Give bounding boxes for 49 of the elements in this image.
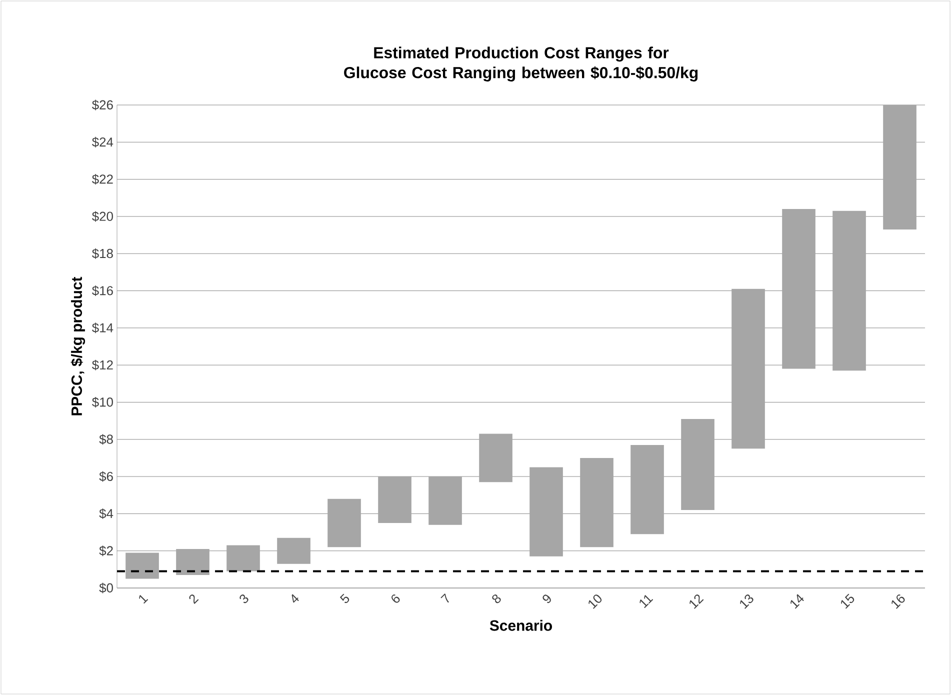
bar	[883, 104, 916, 230]
bar	[479, 434, 512, 482]
x-tick-label: 1	[139, 594, 148, 604]
bar	[378, 476, 412, 523]
y-tick-label: $22	[92, 174, 113, 185]
y-tick-label: $2	[99, 546, 113, 556]
bar	[782, 209, 816, 369]
x-tick-label: 7	[440, 593, 449, 603]
y-tick-label: $0	[99, 582, 113, 594]
y-tick-label: $24	[92, 136, 114, 148]
bar	[732, 288, 765, 449]
bar	[328, 498, 361, 548]
y-tick-label: $12	[92, 360, 113, 370]
bar	[681, 418, 714, 510]
y-tick-label: $4	[99, 508, 114, 519]
bar	[176, 548, 210, 575]
x-tick-label: 14	[790, 594, 804, 609]
y-tick-label: $6	[99, 471, 113, 482]
x-tick-label: 2	[189, 594, 199, 604]
x-tick-label: 6	[392, 594, 400, 603]
y-tick-label: $16	[92, 286, 113, 296]
x-tick-label: 15	[840, 594, 854, 609]
y-tick-label: $20	[92, 211, 113, 222]
y-tick-label: $26	[92, 100, 113, 110]
x-axis-title: Scenario	[490, 620, 552, 631]
x-tick-label: 13	[740, 594, 754, 609]
bar	[580, 458, 614, 548]
y-tick-label: $10	[92, 396, 113, 408]
x-tick-label: 9	[542, 594, 551, 604]
x-tick-label: 8	[492, 594, 501, 604]
x-tick-label: 10	[588, 594, 602, 609]
x-tick-label: 16	[892, 594, 905, 609]
bar	[530, 467, 563, 556]
bar	[277, 538, 310, 564]
bar	[630, 444, 664, 534]
x-tick-label: 11	[640, 594, 654, 608]
chart-title: Estimated Production Cost Ranges for Glucose Cost Ranging between $0.10-$0.50/kg	[344, 46, 698, 82]
bar	[226, 545, 260, 572]
y-tick-label: $14	[92, 322, 114, 334]
y-tick-label: $8	[99, 434, 113, 445]
x-tick-label: 12	[690, 594, 704, 609]
x-tick-label: 3	[240, 594, 248, 604]
bar	[428, 476, 462, 525]
bar	[832, 210, 866, 371]
y-axis-title: PPCC, $/kg product	[70, 276, 86, 416]
x-tick-label: 5	[340, 594, 350, 604]
x-tick-label: 4	[292, 594, 299, 603]
bar	[126, 552, 159, 579]
y-tick-label: $18	[92, 248, 113, 259]
